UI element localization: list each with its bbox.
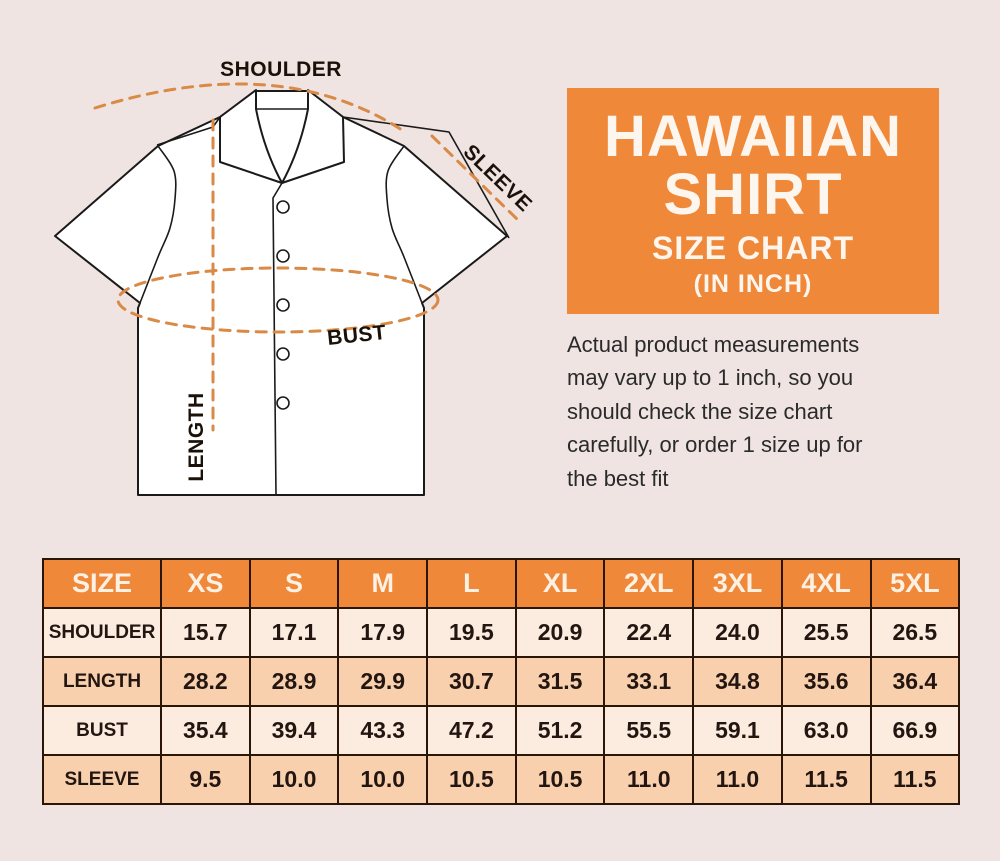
svg-text:SHOULDER: SHOULDER	[220, 58, 342, 81]
svg-text:LENGTH: LENGTH	[185, 392, 208, 481]
